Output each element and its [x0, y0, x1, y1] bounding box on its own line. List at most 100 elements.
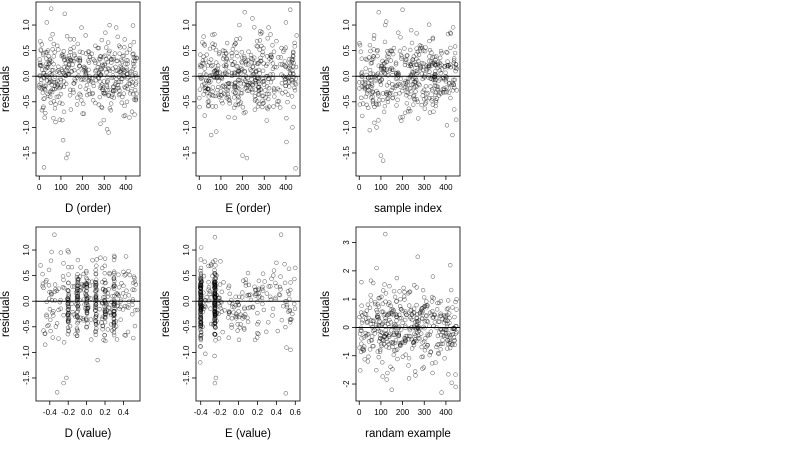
- data-point: [384, 67, 389, 72]
- data-point: [69, 58, 75, 64]
- data-point: [279, 317, 285, 323]
- data-point: [111, 84, 116, 89]
- data-point: [452, 107, 457, 112]
- data-point: [113, 64, 118, 70]
- data-point: [452, 50, 458, 56]
- y-tick-label: 0.5: [182, 270, 191, 282]
- data-point: [435, 84, 441, 90]
- data-point: [294, 33, 299, 38]
- data-point: [268, 32, 273, 37]
- data-point: [41, 285, 46, 291]
- data-point: [213, 258, 218, 263]
- data-point: [48, 88, 54, 94]
- x-tick-label: 200: [396, 408, 410, 417]
- data-point: [278, 62, 283, 67]
- data-point: [443, 70, 448, 75]
- data-point: [61, 261, 66, 266]
- data-point: [423, 313, 429, 318]
- data-point: [86, 49, 92, 54]
- data-point: [132, 287, 137, 293]
- data-point: [411, 102, 416, 107]
- data-point: [96, 45, 102, 51]
- data-point: [200, 58, 206, 63]
- data-point: [260, 76, 265, 82]
- data-point: [266, 284, 271, 289]
- data-point: [397, 48, 403, 54]
- data-point: [122, 45, 127, 50]
- data-point: [229, 325, 234, 330]
- data-point: [77, 91, 82, 97]
- data-point: [121, 269, 126, 274]
- data-point: [258, 87, 263, 92]
- data-point: [132, 323, 138, 329]
- data-point: [198, 290, 203, 295]
- data-point: [454, 88, 459, 93]
- data-point: [57, 100, 63, 106]
- data-point: [236, 77, 241, 82]
- data-point: [412, 319, 418, 325]
- data-point: [362, 357, 367, 362]
- data-point: [406, 363, 411, 368]
- data-point: [388, 310, 394, 316]
- data-point: [210, 85, 216, 90]
- data-point: [64, 375, 69, 381]
- data-point: [99, 37, 104, 43]
- data-point: [98, 56, 103, 62]
- data-point: [383, 299, 388, 304]
- data-point: [198, 287, 203, 292]
- data-point: [119, 281, 124, 286]
- data-point: [439, 50, 444, 56]
- data-point: [368, 338, 374, 343]
- data-point: [282, 59, 288, 64]
- data-point: [283, 20, 289, 25]
- data-point: [102, 332, 107, 338]
- data-point: [93, 315, 98, 320]
- data-point: [366, 315, 371, 321]
- data-point: [401, 294, 407, 299]
- data-point: [207, 291, 212, 297]
- data-point: [65, 315, 71, 321]
- data-point: [212, 321, 217, 327]
- data-point: [362, 82, 367, 87]
- data-point: [266, 91, 272, 97]
- data-point: [400, 114, 405, 120]
- data-point: [280, 304, 286, 309]
- data-point: [237, 78, 243, 83]
- data-point: [252, 107, 258, 112]
- data-point: [282, 280, 288, 286]
- data-point: [450, 305, 455, 310]
- data-point: [93, 302, 99, 307]
- data-point: [413, 84, 418, 89]
- data-point: [131, 91, 136, 97]
- data-point: [213, 313, 218, 318]
- data-point: [89, 51, 95, 57]
- data-point: [276, 55, 281, 60]
- data-point: [81, 111, 87, 116]
- data-point: [285, 289, 291, 294]
- data-point: [362, 79, 368, 85]
- data-point: [396, 72, 401, 78]
- x-tick-label: 200: [396, 183, 410, 192]
- data-point: [287, 307, 293, 313]
- data-point: [86, 305, 91, 310]
- data-point: [45, 48, 51, 53]
- data-point: [104, 45, 109, 50]
- data-point: [58, 84, 63, 89]
- data-point: [362, 86, 368, 92]
- data-point: [391, 288, 397, 294]
- data-point: [201, 92, 206, 97]
- data-point: [270, 313, 275, 318]
- data-point: [66, 305, 71, 310]
- data-point: [127, 272, 133, 278]
- data-point: [412, 97, 418, 103]
- data-point: [75, 279, 81, 285]
- data-point: [273, 295, 278, 301]
- data-point: [241, 325, 247, 331]
- y-tick-label: 0.0: [182, 70, 191, 82]
- data-point: [391, 45, 397, 51]
- data-point: [201, 34, 206, 39]
- data-point: [88, 317, 94, 322]
- data-point: [278, 232, 284, 237]
- data-point: [279, 62, 285, 67]
- data-point: [213, 263, 218, 268]
